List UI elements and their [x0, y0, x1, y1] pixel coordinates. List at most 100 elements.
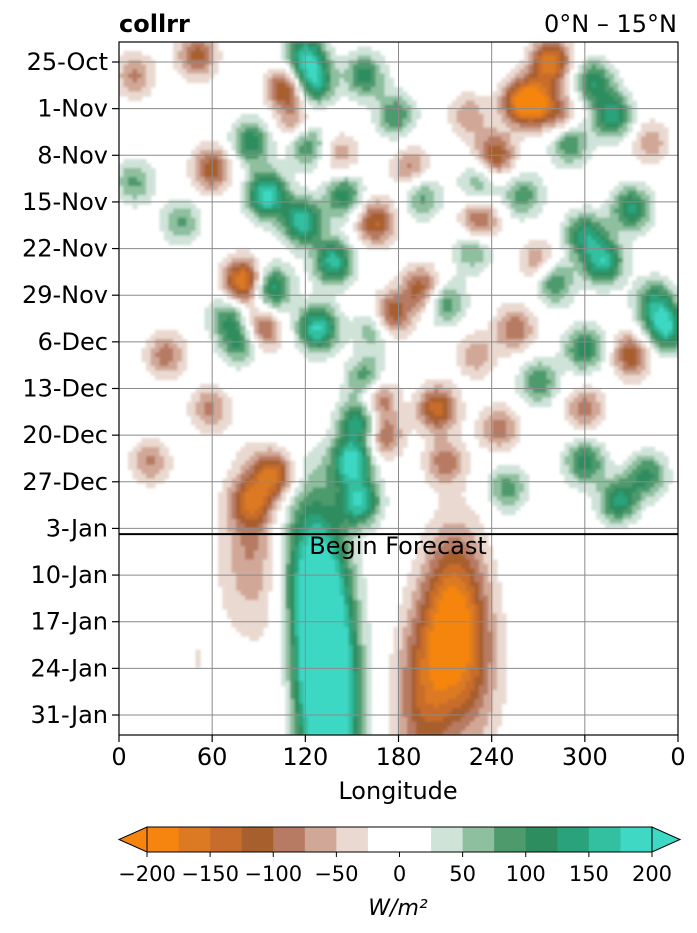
contour-cell	[267, 69, 273, 75]
contour-cell	[542, 375, 548, 381]
contour-cell	[308, 303, 314, 309]
contour-cell	[519, 253, 525, 259]
contour-cell	[321, 303, 327, 309]
contour-cell	[591, 69, 597, 75]
contour-cell	[618, 82, 624, 88]
contour-cell	[344, 78, 350, 84]
contour-cell	[636, 154, 642, 160]
contour-cell	[641, 154, 647, 160]
contour-cell	[614, 87, 620, 93]
contour-cell	[123, 64, 129, 70]
contour-cell	[555, 136, 561, 142]
contour-cell	[285, 204, 291, 210]
contour-cell	[209, 51, 215, 57]
contour-cell	[465, 177, 471, 183]
contour-cell	[465, 348, 471, 354]
contour-cell	[564, 397, 570, 403]
contour-cell	[596, 352, 602, 358]
contour-cell	[497, 190, 503, 196]
contour-cell	[560, 352, 566, 358]
contour-cell	[227, 276, 233, 282]
contour-cell	[290, 150, 296, 156]
contour-cell	[569, 141, 575, 147]
contour-cell	[276, 330, 282, 336]
contour-cell	[371, 370, 377, 376]
contour-cell	[578, 240, 584, 246]
contour-cell	[587, 370, 593, 376]
contour-cell	[546, 46, 552, 52]
contour-cell	[645, 145, 651, 151]
contour-cell	[605, 208, 611, 214]
contour-cell	[209, 325, 215, 331]
contour-cell	[371, 69, 377, 75]
contour-cell	[186, 159, 192, 165]
contour-cell	[614, 217, 620, 223]
contour-cell	[128, 172, 134, 178]
contour-cell	[267, 298, 273, 304]
contour-cell	[339, 285, 345, 291]
contour-cell	[123, 51, 129, 57]
contour-cell	[573, 366, 579, 372]
contour-cell	[438, 402, 444, 408]
contour-cell	[272, 321, 278, 327]
contour-cell	[281, 204, 287, 210]
contour-cell	[672, 321, 678, 327]
contour-cell	[483, 114, 489, 120]
contour-cell	[569, 145, 575, 151]
contour-cell	[321, 276, 327, 282]
contour-cell	[501, 109, 507, 115]
contour-cell	[245, 267, 251, 273]
contour-cell	[528, 109, 534, 115]
contour-cell	[254, 271, 260, 277]
contour-cell	[326, 64, 332, 70]
contour-cell	[357, 357, 363, 363]
contour-cell	[326, 55, 332, 61]
contour-cell	[465, 370, 471, 376]
contour-cell	[515, 91, 521, 97]
contour-cell	[294, 330, 300, 336]
contour-cell	[330, 145, 336, 151]
contour-cell	[362, 375, 368, 381]
contour-cell	[627, 375, 633, 381]
contour-cell	[321, 204, 327, 210]
contour-cell	[515, 181, 521, 187]
contour-cell	[452, 244, 458, 250]
contour-cell	[222, 258, 228, 264]
contour-cell	[479, 109, 485, 115]
contour-cell	[384, 217, 390, 223]
contour-cell	[609, 82, 615, 88]
contour-cell	[506, 118, 512, 124]
contour-cell	[326, 208, 332, 214]
contour-cell	[299, 163, 305, 169]
contour-cell	[564, 42, 570, 48]
contour-cell	[632, 289, 638, 295]
contour-cell	[636, 186, 642, 192]
contour-cell	[546, 150, 552, 156]
contour-cell	[384, 235, 390, 241]
contour-cell	[470, 136, 476, 142]
contour-cell	[330, 100, 336, 106]
contour-cell	[641, 150, 647, 156]
contour-cell	[303, 60, 309, 66]
contour-cell	[519, 204, 525, 210]
contour-cell	[294, 289, 300, 295]
contour-cell	[501, 168, 507, 174]
contour-cell	[506, 150, 512, 156]
contour-cell	[627, 289, 633, 295]
contour-cell	[479, 253, 485, 259]
contour-cell	[366, 213, 372, 219]
contour-cell	[213, 402, 219, 408]
contour-cell	[182, 213, 188, 219]
contour-cell	[299, 226, 305, 232]
contour-cell	[267, 213, 273, 219]
contour-cell	[452, 402, 458, 408]
contour-cell	[569, 100, 575, 106]
contour-cell	[245, 361, 251, 367]
contour-cell	[614, 204, 620, 210]
contour-cell	[587, 208, 593, 214]
contour-cell	[546, 289, 552, 295]
contour-cell	[506, 78, 512, 84]
contour-cell	[299, 78, 305, 84]
contour-cell	[546, 87, 552, 93]
contour-cell	[528, 123, 534, 129]
